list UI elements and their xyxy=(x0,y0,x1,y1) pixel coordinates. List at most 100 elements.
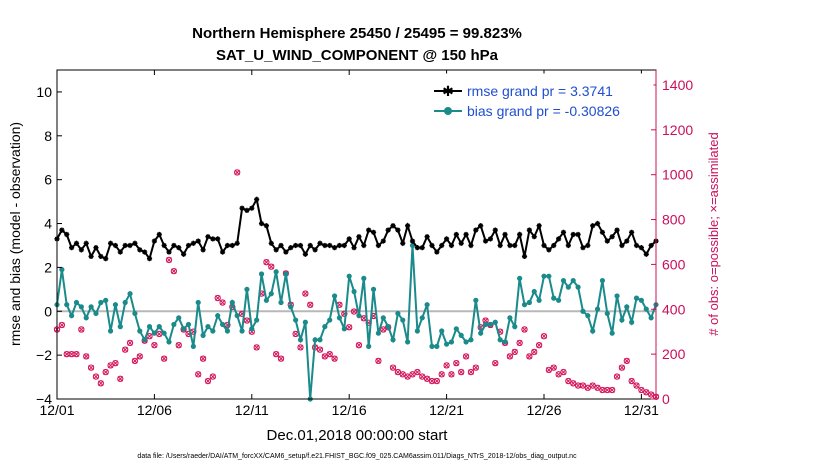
obs-assimilated-point xyxy=(234,169,240,176)
obs-assimilated-point xyxy=(68,351,75,357)
bias-point xyxy=(195,299,201,306)
bias-point xyxy=(585,313,591,319)
bias-point xyxy=(331,293,338,299)
x-tick-label: 12/06 xyxy=(137,402,172,418)
bias-point xyxy=(551,295,557,301)
obs-assimilated-point xyxy=(59,322,65,328)
obs-possible-point xyxy=(453,359,460,367)
bias-point xyxy=(122,299,128,306)
y-left-tick-label: 2 xyxy=(44,259,52,275)
obs-possible-point xyxy=(560,368,567,376)
rmse-point xyxy=(429,242,435,249)
bias-point xyxy=(229,299,235,306)
obs-possible-point xyxy=(131,357,139,365)
obs-possible-point xyxy=(506,353,514,360)
rmse-point xyxy=(643,251,649,257)
obs-possible-point xyxy=(78,326,85,333)
y-left-tick-label: 4 xyxy=(44,216,52,232)
rmse-point xyxy=(176,245,182,251)
obs-assimilated-point xyxy=(195,371,201,378)
rmse-point xyxy=(151,238,157,244)
obs-assimilated-point xyxy=(419,373,425,380)
obs-assimilated-point xyxy=(599,387,606,393)
rmse-point xyxy=(424,234,430,240)
obs-possible-point xyxy=(531,348,538,356)
obs-possible-point xyxy=(302,290,309,297)
rmse-point xyxy=(146,256,153,262)
obs-assimilated-point xyxy=(210,373,216,380)
x-axis: 12/01 12/06 12/11 12/16 12/21 12/26 12/31 xyxy=(39,70,659,418)
rmse-point xyxy=(380,238,386,244)
obs-assimilated-point xyxy=(633,382,640,389)
obs-assimilated-point xyxy=(132,358,138,364)
obs-possible-point xyxy=(623,357,630,365)
obs-assimilated-point xyxy=(463,353,469,360)
rmse-point xyxy=(463,231,469,238)
bias-point xyxy=(156,324,162,330)
bias-point xyxy=(594,306,601,312)
bias-point xyxy=(146,324,153,330)
obs-assimilated-point xyxy=(326,351,333,357)
bias-point xyxy=(453,326,459,332)
bias-point xyxy=(619,317,625,323)
rmse-point xyxy=(448,242,455,249)
rmse-point xyxy=(385,227,391,233)
obs-assimilated-point xyxy=(102,369,109,375)
bias-point xyxy=(614,293,620,299)
obs-assimilated-point xyxy=(331,355,338,362)
bias-point xyxy=(492,319,498,325)
rmse-point xyxy=(258,220,265,227)
rmse-point xyxy=(356,234,362,240)
bias-point xyxy=(385,324,391,330)
bias-point xyxy=(565,284,571,290)
obs-assimilated-point xyxy=(351,308,357,315)
y-axis-left-label: rmse and bias (model - observation) xyxy=(7,122,23,346)
bias-point xyxy=(137,328,143,334)
obs-possible-point xyxy=(535,342,543,349)
obs-possible-point xyxy=(214,294,221,302)
obs-assimilated-point xyxy=(434,378,440,384)
bias-point xyxy=(73,299,80,306)
rmse-point xyxy=(195,238,201,244)
rmse-point xyxy=(297,242,304,249)
obs-assimilated-point xyxy=(356,342,362,348)
rmse-point xyxy=(288,245,294,251)
obs-possible-point xyxy=(175,342,182,349)
rmse-point xyxy=(307,242,313,249)
rmse-point xyxy=(585,242,591,249)
rmse-point xyxy=(302,251,308,257)
obs-assimilated-point xyxy=(580,382,586,389)
y-left-tick-label: 10 xyxy=(36,84,52,100)
rmse-point xyxy=(64,231,70,238)
bias-point xyxy=(234,313,240,319)
bias-point xyxy=(624,304,630,310)
bias-point xyxy=(317,337,323,343)
obs-possible-point xyxy=(92,373,100,380)
obs-assimilated-point xyxy=(448,371,455,378)
bias-point xyxy=(346,273,352,279)
bias-point xyxy=(210,328,216,334)
rmse-point xyxy=(181,251,187,257)
obs-assimilated-point xyxy=(458,369,464,375)
bias-point xyxy=(132,310,138,317)
rmse-point xyxy=(239,205,245,211)
rmse-point xyxy=(224,242,231,249)
obs-possible-point xyxy=(389,364,397,371)
rmse-point xyxy=(414,245,420,251)
y-right-tick-label: 200 xyxy=(662,346,686,362)
x-tick-label: 12/16 xyxy=(332,402,367,418)
obs-assimilated-point xyxy=(404,373,411,380)
obs-possible-point xyxy=(355,342,363,349)
obs-assimilated-point xyxy=(609,387,615,393)
rmse-point xyxy=(185,242,192,249)
bias-series xyxy=(54,242,659,402)
obs-assimilated-point xyxy=(628,378,635,384)
bias-point xyxy=(166,339,172,345)
rmse-point xyxy=(346,236,352,242)
chart-subtitle: SAT_U_WIND_COMPONENT @ 150 hPa xyxy=(216,47,499,64)
obs-possible-point xyxy=(613,373,621,380)
obs-possible-point xyxy=(204,377,212,385)
obs-assimilated-point xyxy=(507,353,513,360)
obs-assimilated-point xyxy=(512,349,518,355)
